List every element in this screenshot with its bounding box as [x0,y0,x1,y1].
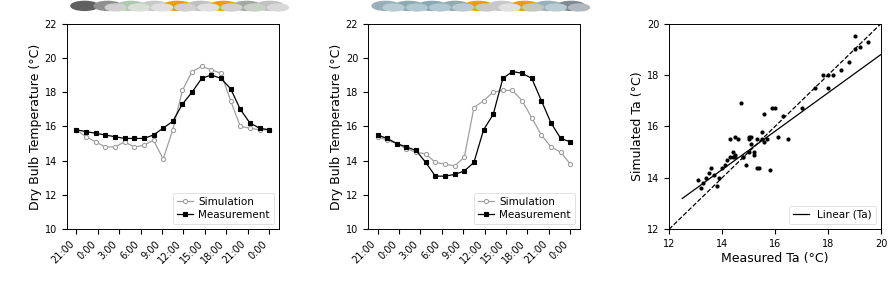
Point [691,178,705,183]
Point [728,152,742,157]
Point [776,114,790,118]
Point [768,106,782,111]
Y-axis label: Dry Bulb Temperature (°C): Dry Bulb Temperature (°C) [28,43,42,210]
Point [834,68,848,72]
Point [709,183,724,188]
Point [741,150,756,155]
Point [744,134,758,139]
Point [771,134,785,139]
Point [749,137,764,142]
Legend: Linear (Ta): Linear (Ta) [789,206,876,224]
Point [725,150,740,155]
Point [757,140,772,144]
Legend: Simulation, Measurement: Simulation, Measurement [474,193,575,224]
Point [795,106,809,111]
Point [712,176,726,180]
Point [717,163,732,167]
X-axis label: Measured Ta (°C): Measured Ta (°C) [721,252,829,265]
Point [853,44,867,49]
Point [739,163,753,167]
Point [757,111,772,116]
Point [765,106,780,111]
Point [699,176,713,180]
Point [815,73,829,77]
Point [720,158,734,162]
Point [747,150,761,155]
Point [723,137,737,142]
Point [781,137,796,142]
Point [741,137,756,142]
Point [763,168,777,173]
Legend: Simulation, Measurement: Simulation, Measurement [173,193,273,224]
Point [728,155,742,160]
Point [701,171,716,175]
Point [715,165,729,170]
Point [704,165,718,170]
Y-axis label: Dry Bulb Temperature (°C): Dry Bulb Temperature (°C) [330,43,343,210]
Point [760,137,774,142]
Point [752,165,766,170]
Point [725,155,740,160]
Point [749,165,764,170]
Point [847,34,862,39]
Point [821,73,835,77]
Point [747,152,761,157]
Point [755,137,769,142]
Point [755,129,769,134]
Point [733,101,748,106]
Point [731,137,745,142]
Point [723,155,737,160]
Point [861,39,875,44]
Point [744,142,758,147]
Point [741,134,756,139]
Point [693,186,708,191]
Point [728,134,742,139]
Point [696,181,710,185]
Y-axis label: Simulated Ta (°C): Simulated Ta (°C) [631,72,644,181]
Point [707,173,721,178]
Point [736,155,750,160]
Point [808,86,822,90]
Point [821,86,835,90]
Point [826,73,840,77]
Point [847,47,862,52]
Point [842,60,856,64]
Point [736,155,750,160]
